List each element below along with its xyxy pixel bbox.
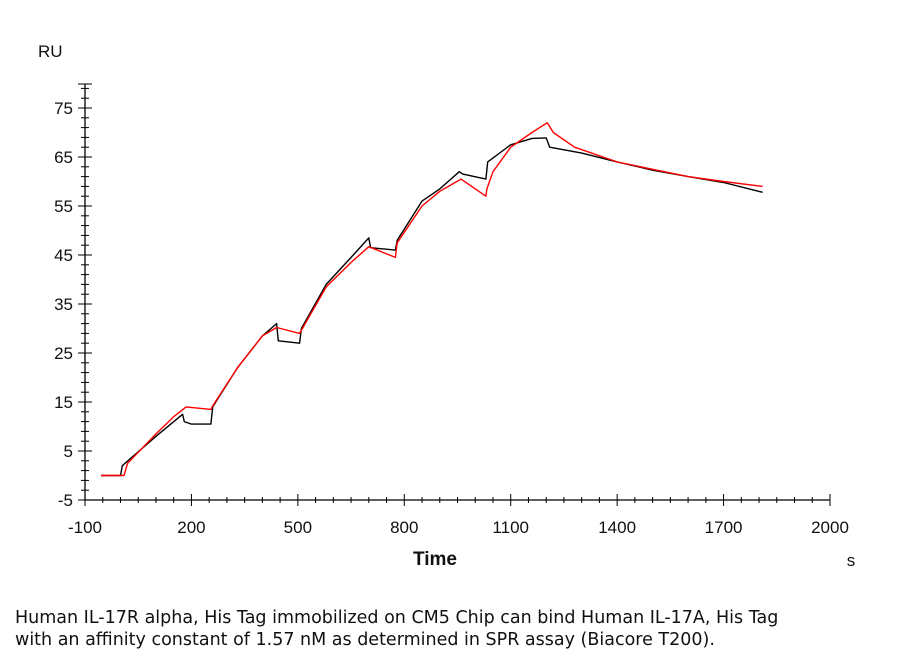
data-point: [182, 414, 183, 415]
data-point: [547, 122, 548, 123]
data-point: [553, 132, 554, 133]
data-point: [397, 242, 398, 243]
data-point: [368, 246, 369, 247]
data-point: [276, 323, 277, 324]
data-point: [617, 161, 618, 162]
series-1: [101, 137, 763, 477]
caption-line-1: Human IL-17R alpha, His Tag immobilized …: [15, 608, 779, 628]
data-point: [652, 169, 653, 170]
y-tick-label: 55: [54, 197, 73, 216]
data-point: [492, 171, 493, 172]
x-tick-label: 500: [284, 518, 312, 537]
data-point: [326, 286, 327, 287]
y-tick-label: 45: [54, 246, 73, 265]
data-point: [439, 191, 440, 192]
data-point: [459, 171, 460, 172]
x-tick-label: 2000: [811, 518, 849, 537]
data-point: [421, 201, 422, 202]
data-point: [351, 257, 352, 258]
data-point: [487, 161, 488, 162]
data-point: [299, 333, 300, 334]
data-point: [531, 138, 532, 139]
data-point: [276, 327, 277, 328]
x-tick-label: 1700: [705, 518, 743, 537]
data-series: [100, 122, 763, 477]
data-point: [191, 424, 192, 425]
x-tick-label: 200: [177, 518, 205, 537]
y-tick-label: 15: [54, 393, 73, 412]
x-tick-label: -100: [68, 518, 102, 537]
data-point: [351, 262, 352, 263]
data-point: [278, 340, 279, 341]
data-point: [173, 416, 174, 417]
data-point: [531, 132, 532, 133]
data-point: [688, 176, 689, 177]
y-axis-unit-label: RU: [38, 42, 63, 61]
x-tick-label: 1100: [492, 518, 529, 537]
data-point: [549, 147, 550, 148]
y-tick-label: 25: [54, 344, 73, 363]
data-point: [485, 179, 486, 180]
data-point: [462, 174, 463, 175]
figure-caption: Human IL-17R alpha, His Tag immobilized …: [15, 607, 885, 651]
data-point: [210, 409, 211, 410]
x-tick-label: 1400: [598, 518, 636, 537]
data-point: [546, 137, 547, 138]
y-tick-label: 5: [64, 442, 73, 461]
y-tick-label: 75: [54, 99, 73, 118]
spr-sensorgram-chart: -5 5 15 25 35 45 55 65 75 -100 200 500 800 1100 1400 17…: [38, 42, 856, 570]
data-point: [155, 436, 156, 437]
x-axis-unit-label: s: [847, 551, 856, 570]
series-2: [100, 122, 763, 477]
data-point: [762, 186, 763, 187]
y-tick-label: 35: [54, 295, 73, 314]
data-point: [299, 343, 300, 344]
data-point: [155, 433, 156, 434]
data-point: [485, 196, 486, 197]
measured-curve-line: [101, 137, 763, 477]
data-point: [262, 335, 263, 336]
data-point: [186, 406, 187, 407]
y-tick-label: 65: [54, 148, 73, 167]
data-point: [397, 240, 398, 241]
data-point: [510, 144, 511, 145]
data-point: [395, 257, 396, 258]
data-point: [123, 475, 124, 476]
data-point: [237, 367, 238, 368]
data-point: [122, 465, 123, 466]
data-point: [184, 421, 185, 422]
x-axis-title: Time: [413, 549, 457, 570]
data-point: [127, 463, 128, 464]
data-point: [486, 188, 487, 189]
x-tick-label: 800: [390, 518, 418, 537]
data-point: [210, 424, 211, 425]
caption-line-2: with an affinity constant of 1.57 nM as …: [15, 630, 715, 650]
data-point: [510, 147, 511, 148]
data-point: [421, 205, 422, 206]
data-point: [460, 179, 461, 180]
data-point: [762, 192, 763, 193]
axes: [84, 84, 830, 501]
data-point: [326, 284, 327, 285]
data-point: [212, 405, 213, 406]
data-point: [439, 188, 440, 189]
y-tick-label: -5: [58, 491, 73, 510]
data-point: [574, 147, 575, 148]
tick-labels: -5 5 15 25 35 45 55 65 75 -100 200 500 800 1100 1400 17…: [54, 99, 849, 537]
axis-ticks: [78, 83, 831, 506]
fitted-curve-line: [101, 122, 763, 477]
data-point: [723, 181, 724, 182]
data-point: [100, 475, 101, 476]
data-point: [581, 153, 582, 154]
data-point: [368, 237, 369, 238]
